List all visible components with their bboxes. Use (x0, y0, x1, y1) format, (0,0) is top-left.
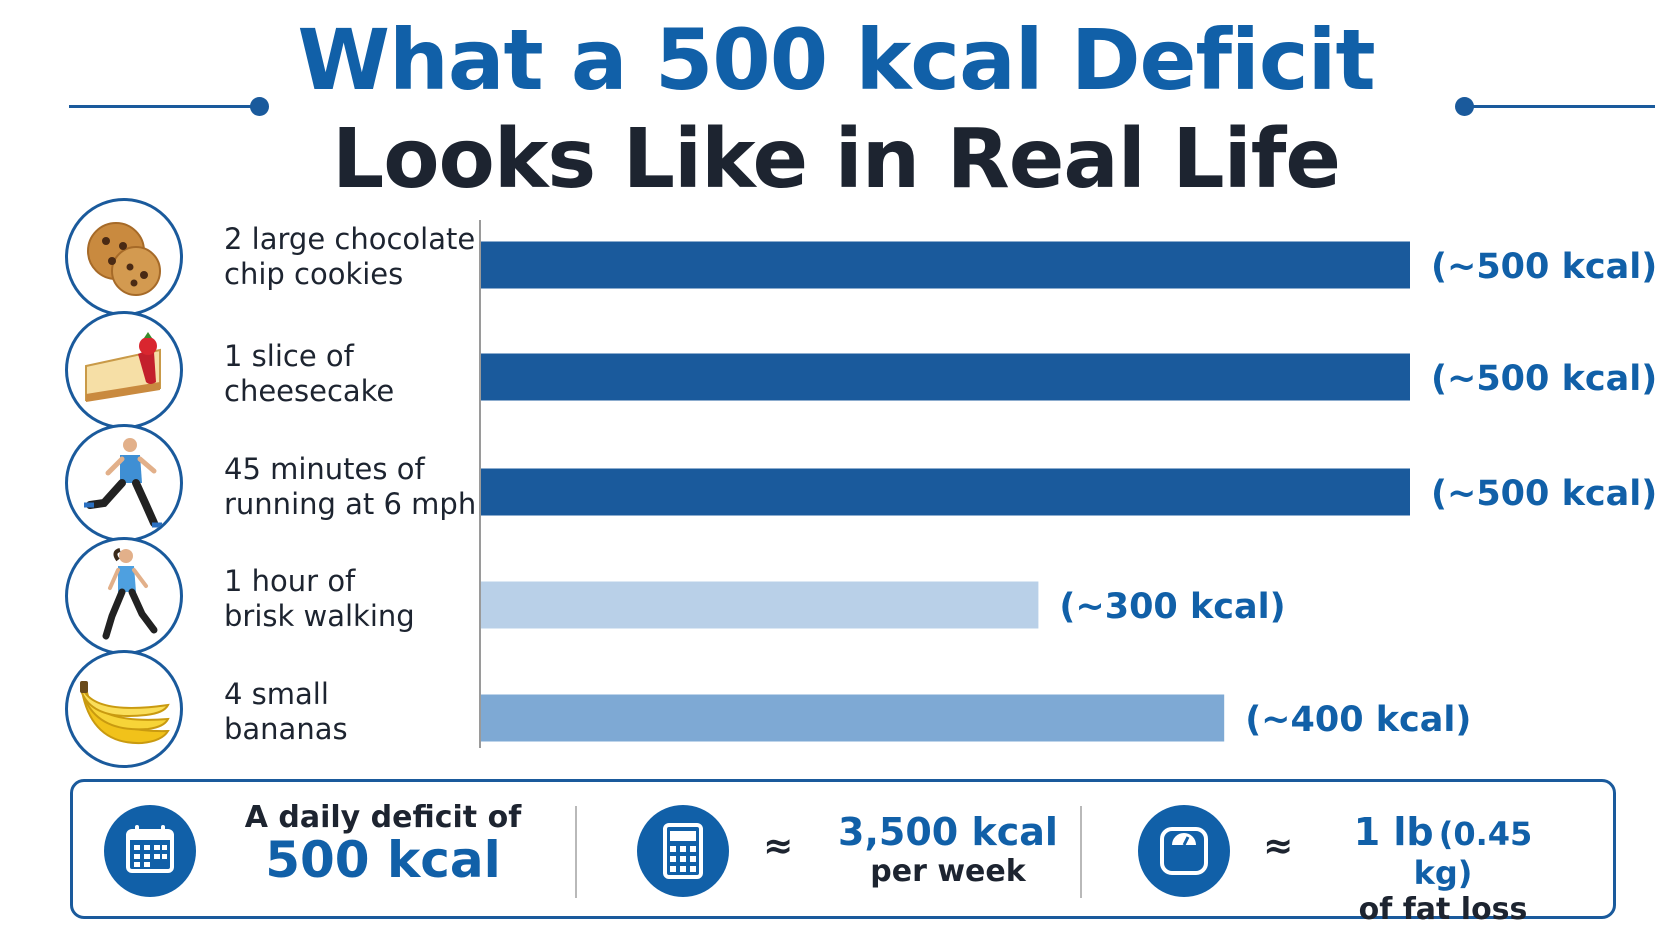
bar-value-label: (~500 kcal) (1431, 247, 1657, 287)
cheesecake-icon (65, 311, 183, 429)
title-decoration-right (1455, 96, 1655, 116)
calculator-icon (637, 805, 729, 897)
category-label: 2 large chocolate chip cookies (224, 222, 475, 292)
weekly-total-label: per week (870, 854, 1026, 889)
category-label-line: 1 hour of (224, 564, 356, 598)
fat-loss-text: 1 lb (0.45 kg) of fat loss (1323, 810, 1563, 927)
cookie-icon (65, 198, 183, 316)
approx-symbol: ≈ (1263, 826, 1294, 867)
bar-value-label: (~400 kcal) (1245, 700, 1471, 740)
category-label-line: brisk walking (224, 599, 415, 633)
category-label-line: running at 6 mph (224, 487, 477, 521)
bar-value-label: (~500 kcal) (1431, 474, 1657, 514)
fat-loss-label: of fat loss (1358, 892, 1528, 927)
category-label-line: bananas (224, 712, 348, 746)
fat-loss-value: 1 lb (1353, 810, 1434, 854)
bar-value-label: (~300 kcal) (1059, 587, 1285, 627)
category-label: 4 small bananas (224, 677, 348, 747)
banana-icon (65, 650, 183, 768)
weekly-total-text: 3,500 kcal per week (833, 810, 1063, 889)
summary-divider (1080, 806, 1082, 898)
weekly-total-value: 3,500 kcal (838, 810, 1058, 854)
daily-deficit-label: A daily deficit of (244, 800, 522, 835)
category-label: 1 slice of cheesecake (224, 339, 394, 409)
title-decoration-left (69, 96, 269, 116)
runner-icon (65, 424, 183, 542)
bar (481, 353, 1410, 401)
approx-symbol: ≈ (763, 826, 794, 867)
bar (481, 468, 1410, 516)
page-title: What a 500 kcal Deficit (297, 11, 1375, 109)
daily-deficit-text: A daily deficit of 500 kcal (233, 800, 533, 889)
category-label-line: 45 minutes of (224, 452, 425, 486)
calendar-icon (104, 805, 196, 897)
category-label-line: 1 slice of (224, 339, 354, 373)
category-label-line: 2 large chocolate (224, 222, 476, 256)
page-subtitle: Looks Like in Real Life (331, 112, 1341, 207)
category-label: 45 minutes of running at 6 mph (224, 452, 476, 522)
bar (481, 241, 1410, 289)
category-label-line: 4 small (224, 677, 329, 711)
bar-value-label: (~500 kcal) (1431, 359, 1657, 399)
walker-icon (65, 537, 183, 655)
category-label-line: cheesecake (224, 374, 395, 408)
summary-divider (575, 806, 577, 898)
daily-deficit-value: 500 kcal (265, 831, 501, 889)
category-label-line: chip cookies (224, 257, 404, 291)
fat-loss-metric: (0.45 kg) (1413, 815, 1533, 892)
bar-chart: (~500 kcal) (~500 kcal) (~500 kcal) (~300 k… (479, 220, 1657, 748)
summary-panel: A daily deficit of 500 kcal ≈ 3,500 kcal… (70, 779, 1616, 927)
bar (481, 581, 1039, 629)
scale-icon (1138, 805, 1230, 897)
bar (481, 694, 1225, 742)
category-label: 1 hour of brisk walking (224, 564, 415, 634)
